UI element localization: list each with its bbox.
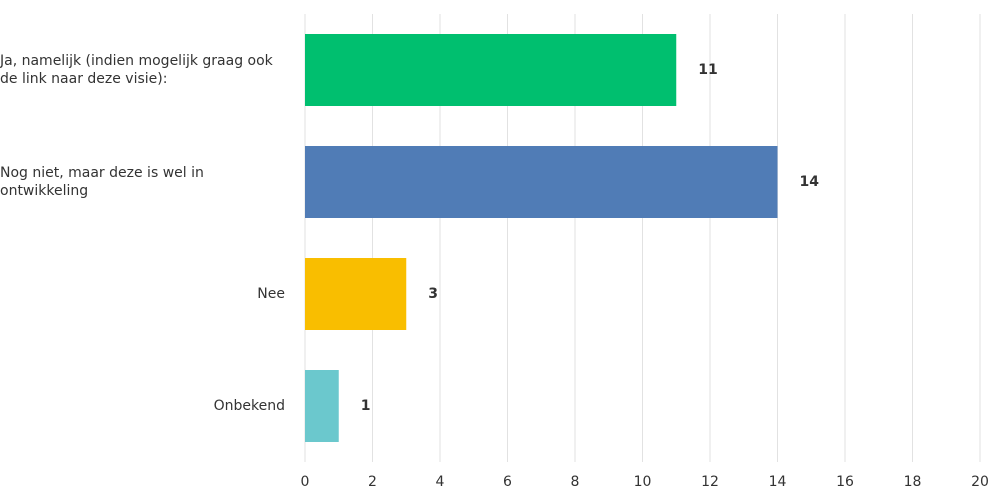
category-text: Onbekend (213, 397, 285, 414)
value-label: 14 (800, 174, 820, 190)
x-tick-label: 20 (971, 474, 988, 490)
bar (305, 146, 778, 218)
bar (305, 258, 407, 330)
value-label: 1 (361, 398, 371, 414)
x-tick-label: 4 (436, 474, 445, 490)
category-text: Nee (257, 285, 285, 302)
x-tick-label: 16 (836, 474, 854, 490)
x-tick-label: 10 (634, 474, 652, 490)
value-label: 3 (428, 286, 438, 302)
category-text: Ja, namelijk (indien mogelijk graag ook … (0, 52, 273, 87)
x-tick-label: 0 (301, 474, 310, 490)
category-label: Onbekend (0, 370, 285, 442)
x-tick-label: 14 (769, 474, 787, 490)
x-tick-label: 6 (503, 474, 512, 490)
x-tick-label: 18 (904, 474, 922, 490)
category-label: Nog niet, maar deze is wel in ontwikkeli… (0, 146, 285, 218)
value-label: 11 (698, 62, 717, 78)
x-tick-label: 12 (701, 474, 719, 490)
x-tick-label: 8 (571, 474, 580, 490)
category-text: Nog niet, maar deze is wel in ontwikkeli… (0, 164, 204, 199)
category-label: Ja, namelijk (indien mogelijk graag ook … (0, 34, 285, 106)
x-tick-label: 2 (368, 474, 377, 490)
bar (305, 34, 677, 106)
category-label: Nee (0, 258, 285, 330)
bar (305, 370, 339, 442)
